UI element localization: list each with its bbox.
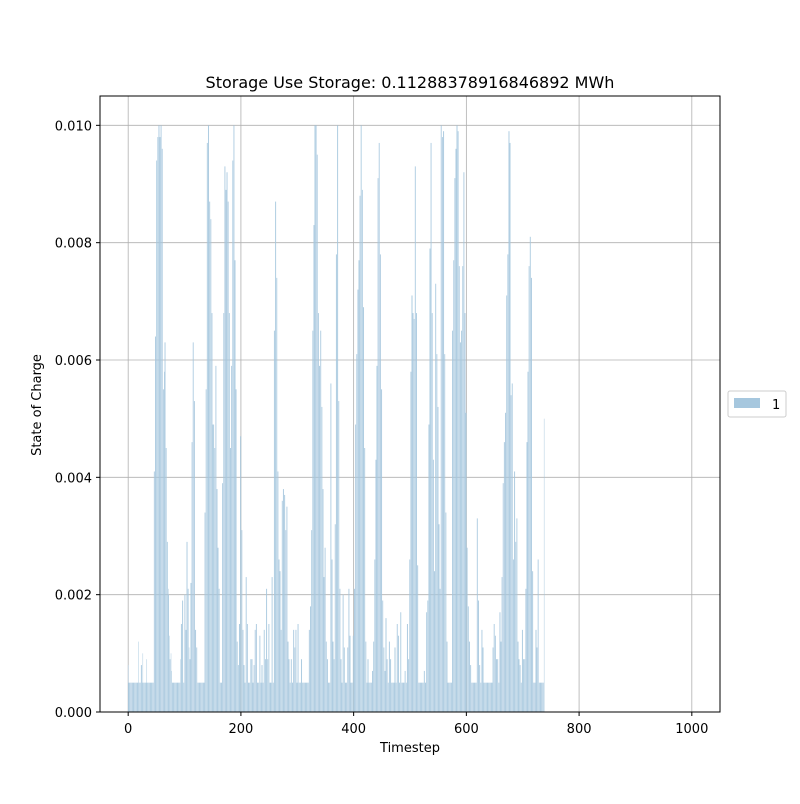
x-tick-label: 400 [341,722,366,737]
legend: 1 [728,391,786,417]
x-tick-label: 1000 [675,722,708,737]
y-axis-label: State of Charge [30,354,45,456]
x-tick-label: 0 [124,722,132,737]
x-tick-label: 200 [228,722,253,737]
legend-swatch [734,398,760,408]
y-tick-label: 0.002 [55,589,92,604]
y-tick-label: 0.006 [55,354,92,369]
legend-label: 1 [772,398,780,413]
chart-title: Storage Use Storage: 0.11288378916846892… [206,73,615,92]
y-tick-label: 0.000 [55,706,92,721]
x-tick-label: 600 [454,722,479,737]
y-tick-label: 0.004 [55,471,92,486]
y-tick-label: 0.010 [55,119,92,134]
x-tick-label: 800 [567,722,592,737]
x-axis-label: Timestep [379,741,440,756]
y-tick-label: 0.008 [55,237,92,252]
